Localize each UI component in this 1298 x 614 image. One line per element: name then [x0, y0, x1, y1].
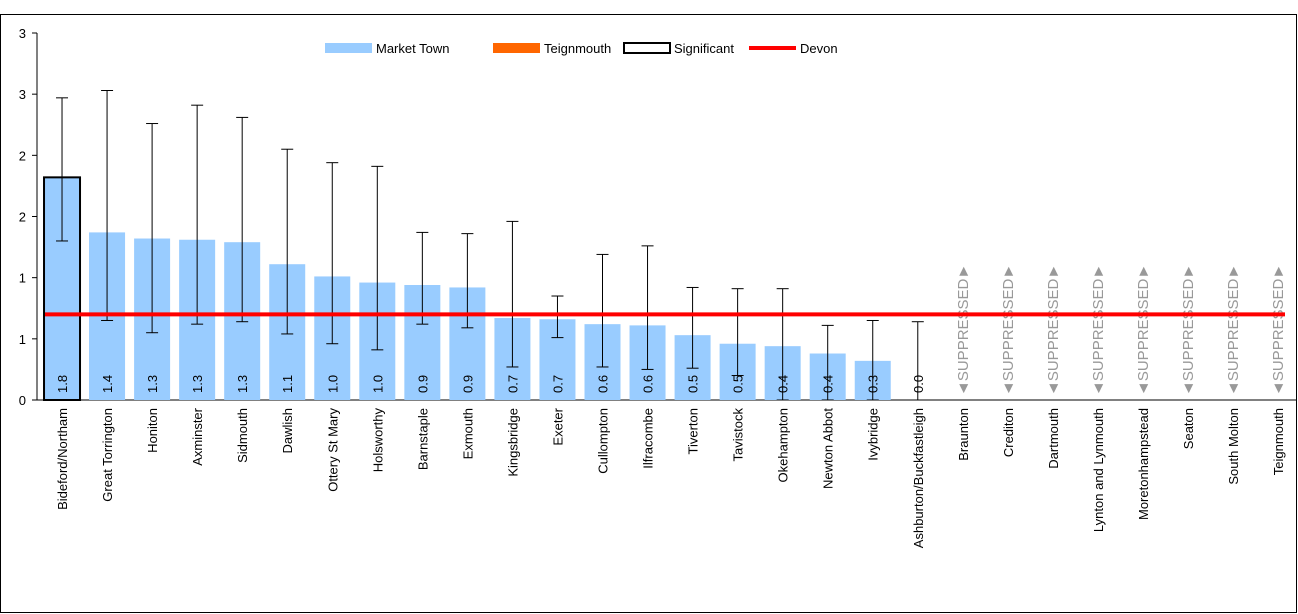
legend-swatch [325, 43, 372, 53]
x-tick-label: Dartmouth [1046, 408, 1061, 469]
x-tick-label: Dawlish [280, 408, 295, 454]
y-tick-label: 3 [19, 87, 26, 102]
x-tick-label: Axminster [190, 407, 205, 465]
value-label: 1.3 [190, 375, 205, 393]
suppressed-label: ◄SUPPRESSED► [1000, 264, 1017, 396]
x-tick-label: Okehampton [776, 408, 791, 482]
value-label: 0.4 [776, 375, 791, 393]
legend-label: Market Town [376, 41, 449, 56]
y-tick-label: 1 [19, 332, 26, 347]
x-tick-label: Exmouth [460, 408, 475, 459]
x-tick-label: Moretonhampstead [1136, 408, 1151, 520]
x-tick-label: Lynton and Lynmouth [1091, 408, 1106, 532]
suppressed-label: ◄SUPPRESSED► [1270, 264, 1287, 396]
value-label: 0.6 [596, 375, 611, 393]
legend-label: Teignmouth [544, 41, 611, 56]
value-label: 0.7 [505, 375, 520, 393]
value-label: 1.0 [370, 375, 385, 393]
suppressed-label: ◄SUPPRESSED► [1045, 264, 1062, 396]
y-tick-label: 0 [19, 393, 26, 408]
x-tick-label: Great Torrington [100, 408, 115, 502]
x-tick-label: Braunton [956, 408, 971, 461]
x-tick-label: Ilfracombe [641, 408, 656, 469]
value-label: 0.5 [731, 375, 746, 393]
x-tick-label: Ashburton/Buckfastleigh [911, 408, 926, 548]
x-tick-label: Ottery St Mary [325, 408, 340, 492]
x-tick-label: Honiton [145, 408, 160, 453]
value-label: 0.0 [911, 375, 926, 393]
x-tick-label: Tiverton [686, 408, 701, 454]
value-label: 1.0 [325, 375, 340, 393]
value-label: 0.6 [641, 375, 656, 393]
suppressed-label: ◄SUPPRESSED► [1225, 264, 1242, 396]
legend-swatch [623, 42, 671, 54]
value-label: 1.3 [235, 375, 250, 393]
x-tick-label: Bideford/Northam [55, 408, 70, 510]
value-label: 0.7 [550, 375, 565, 393]
y-tick-label: 1 [19, 271, 26, 286]
x-tick-label: Newton Abbot [821, 408, 836, 489]
x-tick-label: Teignmouth [1271, 408, 1286, 475]
value-label: 0.3 [866, 375, 881, 393]
value-label: 1.8 [55, 375, 70, 393]
value-label: 0.9 [415, 375, 430, 393]
x-tick-label: Cullompton [596, 408, 611, 474]
legend-label: Significant [674, 41, 734, 56]
x-tick-label: Kingsbridge [505, 408, 520, 477]
x-tick-label: Crediton [1001, 408, 1016, 457]
value-label: 1.1 [280, 375, 295, 393]
legend-swatch [493, 43, 540, 53]
suppressed-label: ◄SUPPRESSED► [955, 264, 972, 396]
suppressed-label: ◄SUPPRESSED► [1135, 264, 1152, 396]
suppressed-label: ◄SUPPRESSED► [1090, 264, 1107, 396]
y-tick-label: 2 [19, 148, 26, 163]
x-tick-label: Exeter [550, 407, 565, 445]
x-tick-label: Seaton [1181, 408, 1196, 449]
suppressed-label: ◄SUPPRESSED► [1180, 264, 1197, 396]
y-tick-label: 3 [19, 26, 26, 41]
value-label: 0.4 [821, 375, 836, 393]
x-tick-label: Holsworthy [370, 408, 385, 473]
x-tick-label: South Molton [1226, 408, 1241, 485]
x-tick-label: Barnstaple [415, 408, 430, 470]
y-tick-label: 2 [19, 210, 26, 225]
x-tick-label: Ivybridge [866, 408, 881, 461]
frame [0, 14, 1297, 613]
x-tick-label: Tavistock [731, 408, 746, 462]
value-label: 0.9 [460, 375, 475, 393]
value-label: 0.5 [686, 375, 701, 393]
x-tick-label: Sidmouth [235, 408, 250, 463]
value-label: 1.3 [145, 375, 160, 393]
value-label: 1.4 [100, 375, 115, 393]
legend-label: Devon [800, 41, 838, 56]
